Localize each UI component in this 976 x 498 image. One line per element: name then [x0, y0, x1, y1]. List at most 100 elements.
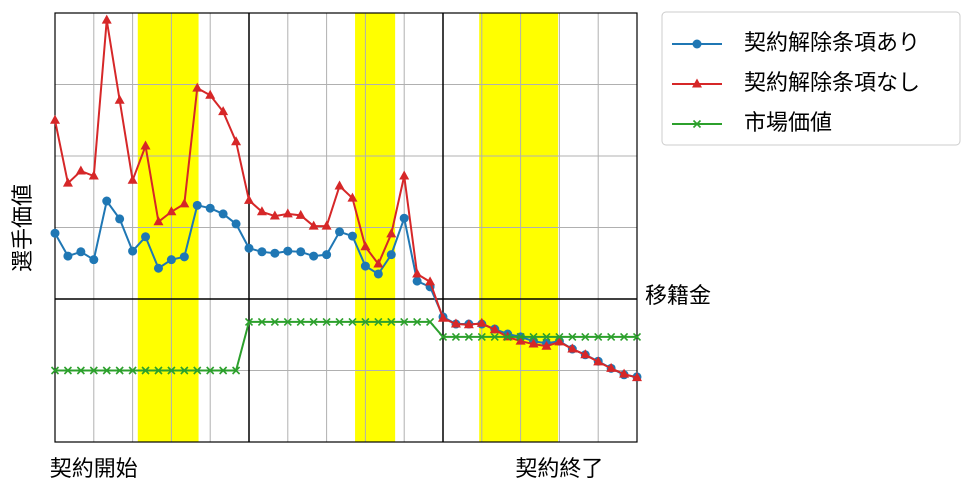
x-label: 契約終了 — [515, 457, 603, 482]
data-point — [373, 269, 383, 279]
data-point — [89, 255, 99, 265]
data-point — [400, 317, 409, 326]
data-point — [192, 200, 202, 210]
data-point — [580, 349, 591, 359]
data-point — [179, 252, 189, 262]
legend-box — [661, 11, 961, 146]
data-point — [283, 246, 293, 256]
data-point — [283, 317, 292, 326]
data-point — [489, 324, 500, 334]
data-point — [515, 335, 526, 345]
data-point — [450, 318, 461, 328]
data-point — [141, 366, 150, 375]
data-point — [593, 356, 604, 366]
data-point — [244, 243, 254, 253]
data-point — [619, 368, 630, 378]
data-point — [348, 317, 357, 326]
data-point — [386, 228, 397, 238]
data-point — [153, 263, 163, 273]
data-point — [193, 366, 202, 375]
data-point — [244, 194, 254, 204]
data-point — [322, 250, 332, 260]
data-point — [244, 317, 254, 326]
data-point — [412, 276, 422, 286]
data-point — [360, 261, 370, 271]
data-point — [632, 372, 642, 382]
series-line — [54, 19, 638, 379]
transfer-fee-label: 移籍金 — [645, 284, 711, 309]
data-point — [153, 216, 164, 226]
data-point — [322, 317, 331, 326]
data-point — [128, 246, 138, 256]
data-point — [347, 231, 357, 241]
data-point — [528, 338, 539, 348]
plot-frame — [54, 12, 638, 443]
data-point — [257, 317, 266, 326]
legend-marker — [692, 39, 702, 49]
data-point — [503, 332, 512, 341]
data-point — [295, 209, 306, 219]
data-point — [180, 366, 189, 375]
series-line — [54, 198, 638, 378]
data-point — [477, 332, 486, 341]
data-point — [387, 317, 396, 326]
data-point — [438, 312, 448, 322]
data-point — [335, 227, 345, 237]
data-point — [88, 170, 99, 180]
data-point — [542, 332, 551, 341]
data-point — [231, 136, 242, 146]
data-point — [192, 82, 203, 92]
data-point — [581, 332, 590, 341]
data-point — [114, 94, 125, 104]
data-point — [270, 317, 279, 326]
data-point — [516, 332, 525, 341]
legend-marker — [692, 78, 702, 88]
data-point — [347, 192, 358, 202]
data-point — [399, 213, 409, 223]
data-point — [529, 332, 538, 341]
data-point — [76, 247, 86, 257]
data-point — [75, 165, 86, 175]
data-point — [321, 220, 332, 230]
data-point — [606, 362, 617, 372]
data-point — [360, 241, 371, 251]
data-point — [154, 366, 163, 375]
data-point — [140, 140, 151, 150]
data-point — [632, 332, 642, 341]
data-point — [464, 332, 473, 341]
x-label: 契約開始 — [50, 457, 138, 482]
data-point — [490, 332, 499, 341]
data-point — [179, 198, 190, 208]
data-point — [206, 366, 215, 375]
data-point — [607, 332, 616, 341]
data-point — [101, 14, 112, 24]
data-point — [63, 366, 72, 375]
data-point — [476, 317, 487, 327]
data-point — [270, 248, 280, 258]
data-point — [334, 180, 345, 190]
data-point — [115, 366, 124, 375]
data-point — [374, 317, 383, 326]
data-point — [166, 206, 177, 216]
data-point — [308, 220, 319, 230]
y-axis-label: 選手価値 — [11, 184, 36, 272]
legend-label: 契約解除条項なし — [744, 71, 920, 96]
data-point — [269, 210, 280, 220]
data-point — [141, 232, 151, 242]
legend-label: 市場価値 — [744, 111, 832, 136]
data-point — [335, 317, 344, 326]
data-point — [451, 332, 460, 341]
data-point — [386, 250, 396, 260]
data-point — [463, 319, 474, 329]
data-point — [594, 332, 603, 341]
data-point — [76, 366, 85, 375]
data-point — [555, 332, 564, 341]
data-point — [128, 366, 137, 375]
data-point — [361, 317, 370, 326]
data-point — [218, 209, 228, 219]
data-point — [438, 332, 448, 341]
data-point — [205, 89, 216, 99]
data-point — [205, 203, 215, 213]
data-point — [309, 251, 319, 261]
